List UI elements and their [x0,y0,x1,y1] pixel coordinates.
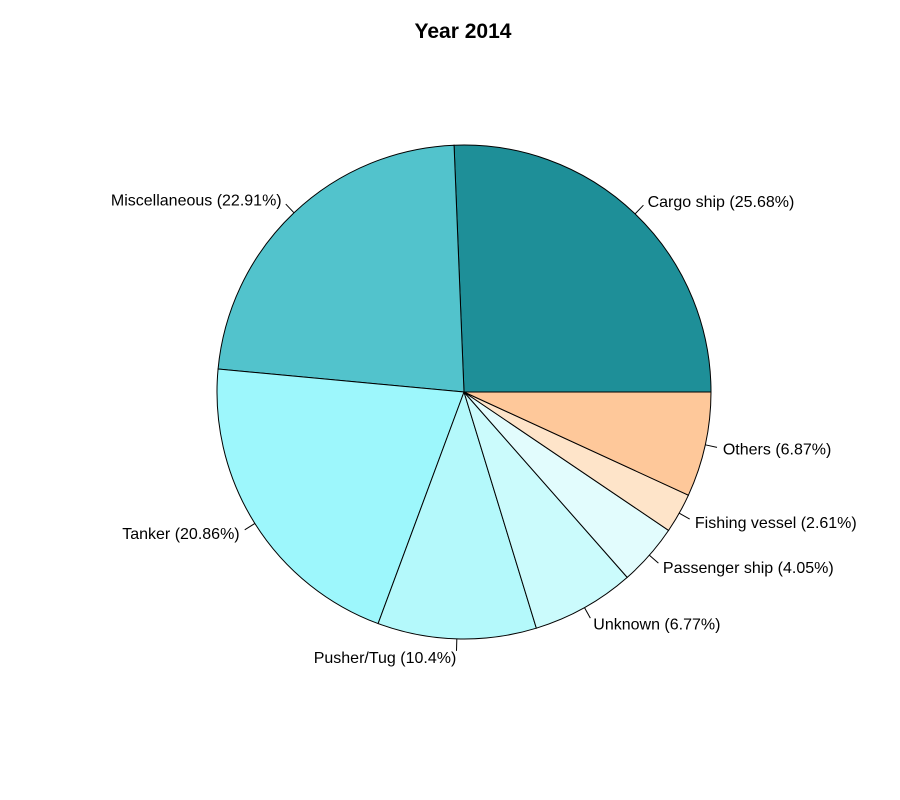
slice-tick-5 [649,554,659,564]
pie-slice-3 [377,390,537,640]
slice-tick-1 [285,203,295,214]
slice-tick-0 [634,204,644,215]
slice-tick-6 [678,512,690,520]
slice-tick-2 [244,523,256,531]
slice-label-3: Pusher/Tug (10.4%) [314,650,457,667]
slice-label-0: Cargo ship (25.68%) [648,194,795,211]
pie-slice-2 [216,368,465,625]
slice-label-6: Fishing vessel (2.61%) [695,515,857,532]
slice-tick-4 [584,607,591,619]
slice-label-5: Passenger ship (4.05%) [663,560,834,577]
pie-slice-4 [463,391,628,629]
pie-slice-0 [453,144,712,393]
slice-tick-7 [705,444,718,448]
pie-slices [216,144,712,640]
slice-label-4: Unknown (6.77%) [593,616,720,633]
slice-label-1: Miscellaneous (22.91%) [111,193,282,210]
pie-slice-7 [463,391,712,496]
pie-slice-1 [217,144,465,393]
chart-title: Year 2014 [415,20,512,43]
slice-labels: Cargo ship (25.68%) Miscellaneous (22.91%… [111,193,857,667]
slice-label-7: Others (6.87%) [723,442,831,459]
label-ticks [244,203,718,651]
slice-label-2: Tanker (20.86%) [122,526,239,543]
